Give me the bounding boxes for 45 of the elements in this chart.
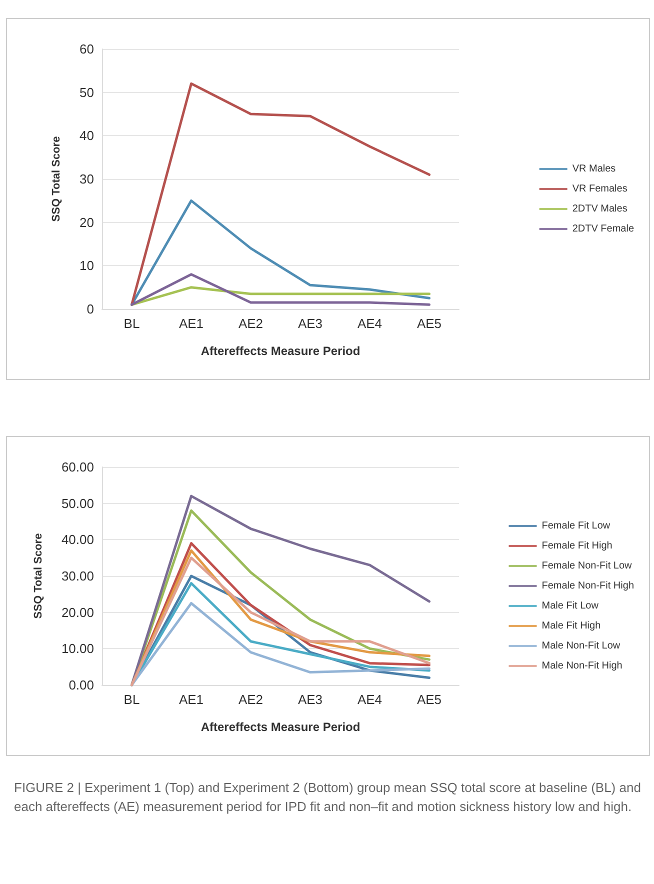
y-tick-label: 20	[80, 214, 94, 230]
line-series	[130, 82, 430, 306]
y-axis-title: SSQ Total Score	[32, 533, 44, 619]
legend-label: Male Non-Fit High	[542, 660, 622, 672]
x-tick-label: AE2	[238, 316, 264, 331]
x-tick-label: AE2	[238, 692, 264, 707]
x-tick-label: BL	[124, 316, 140, 331]
legend-label: 2DTV Males	[572, 204, 628, 214]
y-axis-title: SSQ Total Score	[50, 136, 62, 222]
x-tick-label: AE1	[178, 692, 204, 707]
y-tick-label: 40	[80, 128, 94, 144]
caption: FIGURE 2 | Experiment 1 (Top) and Experiment 2 (Bottom) group mean SSQ total score at baseline (BL) and each aftereffects (AE) measurement period for IPD fit and non–fit and motion sickness history low and high.	[14, 779, 642, 816]
legend-label: Male Non-Fit Low	[542, 640, 621, 652]
y-tick-label: 50.00	[61, 496, 94, 511]
legend-label: Female Non-Fit Low	[542, 560, 633, 572]
legend-label: Female Fit High	[542, 540, 612, 552]
legend-label: VR Males	[572, 164, 616, 174]
legend-label: Male Fit High	[542, 620, 601, 632]
y-tick-label: 20.00	[61, 604, 94, 620]
x-tick-label: AE1	[178, 316, 204, 331]
y-tick-label: 0	[86, 302, 94, 316]
x-axis-title: Aftereffects Measure Period	[200, 344, 360, 358]
y-tick-label: 10.00	[61, 641, 94, 656]
y-tick-label: 30	[80, 172, 94, 186]
x-tick-label: AE5	[416, 692, 442, 707]
x-tick-label: AE4	[357, 692, 382, 707]
x-tick-label: AE3	[298, 692, 323, 707]
line-series	[130, 602, 430, 686]
x-axis-title: Aftereffects Measure Period	[200, 720, 360, 734]
legend-label: Male Fit Low	[542, 600, 600, 612]
y-tick-label: 60	[80, 42, 94, 56]
legend-label: Female Fit Low	[542, 520, 611, 532]
legend-label: VR Females	[572, 184, 628, 194]
y-tick-label: 60.00	[61, 460, 94, 474]
x-tick-label: BL	[124, 692, 140, 707]
legend-label: 2DTV Female	[572, 224, 634, 234]
y-tick-label: 10	[80, 258, 94, 274]
y-tick-label: 30.00	[61, 568, 94, 584]
x-tick-label: AE4	[357, 316, 382, 331]
x-tick-label: AE3	[298, 316, 323, 331]
x-tick-label: AE5	[416, 316, 442, 331]
y-tick-label: 0.00	[68, 678, 94, 692]
y-tick-label: 50	[80, 84, 94, 100]
legend-label: Female Non-Fit High	[542, 580, 634, 592]
y-tick-label: 40.00	[61, 532, 94, 548]
